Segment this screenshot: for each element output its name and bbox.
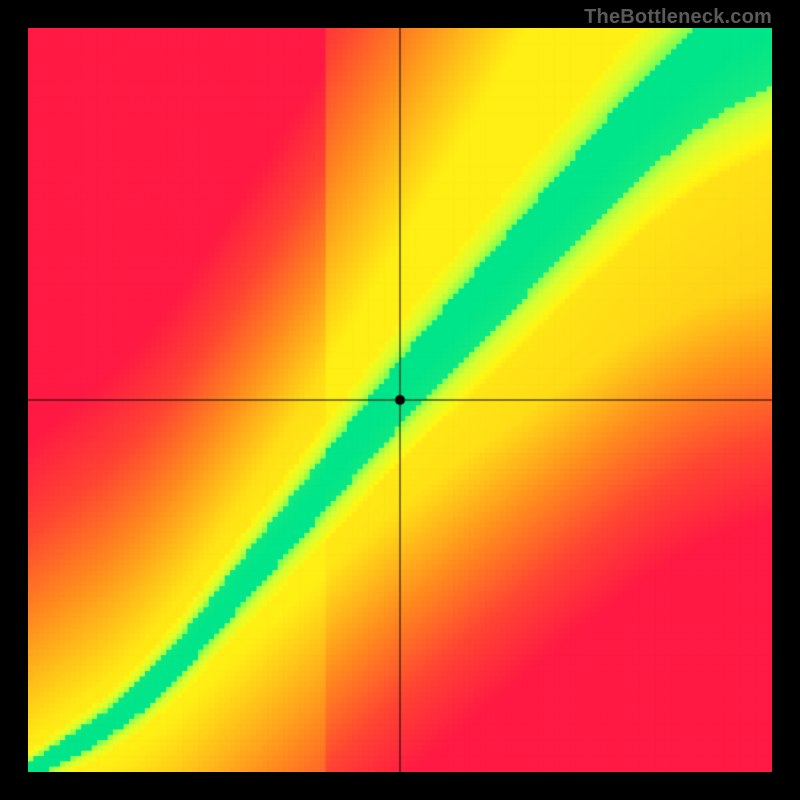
watermark-text: TheBottleneck.com <box>584 6 772 29</box>
bottleneck-heatmap <box>28 28 772 772</box>
heatmap-container <box>28 28 772 772</box>
